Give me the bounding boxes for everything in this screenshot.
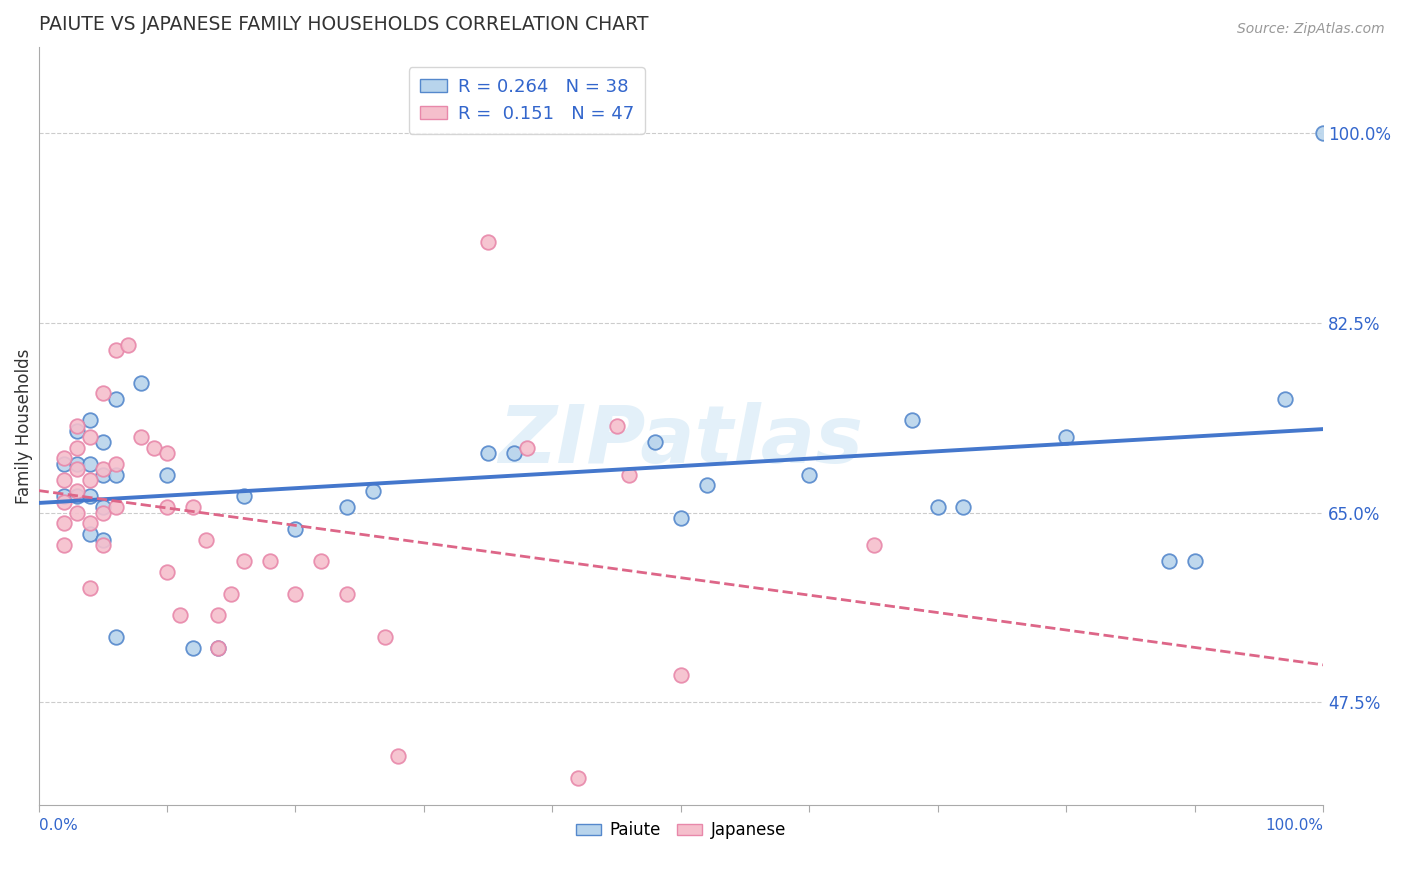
Point xyxy=(156,446,179,460)
Point xyxy=(66,489,89,503)
Point xyxy=(79,413,101,427)
Text: 0.0%: 0.0% xyxy=(38,818,77,833)
Text: 100.0%: 100.0% xyxy=(1265,818,1323,833)
Y-axis label: Family Households: Family Households xyxy=(15,348,32,503)
Point xyxy=(156,565,179,579)
Legend: Paiute, Japanese: Paiute, Japanese xyxy=(569,814,793,846)
Point xyxy=(131,376,153,390)
Point xyxy=(53,489,76,503)
Point xyxy=(336,587,359,601)
Point xyxy=(194,533,217,547)
Point xyxy=(207,640,229,655)
Point xyxy=(66,424,89,438)
Point xyxy=(361,483,384,498)
Point xyxy=(1157,554,1180,568)
Point xyxy=(669,668,692,682)
Point xyxy=(66,506,89,520)
Point xyxy=(156,467,179,482)
Point xyxy=(66,483,89,498)
Text: ZIPatlas: ZIPatlas xyxy=(498,402,863,480)
Point xyxy=(104,630,127,644)
Point xyxy=(143,441,166,455)
Point xyxy=(91,386,114,401)
Point xyxy=(53,457,76,471)
Point xyxy=(131,430,153,444)
Point xyxy=(901,413,924,427)
Point xyxy=(233,489,256,503)
Point xyxy=(91,500,114,514)
Point xyxy=(259,554,281,568)
Point xyxy=(799,467,821,482)
Point xyxy=(207,608,229,623)
Point xyxy=(477,446,499,460)
Point xyxy=(952,500,974,514)
Point xyxy=(156,500,179,514)
Point xyxy=(477,235,499,249)
Point xyxy=(53,451,76,466)
Point xyxy=(66,457,89,471)
Point xyxy=(1274,392,1296,406)
Point xyxy=(336,500,359,514)
Point xyxy=(104,467,127,482)
Point xyxy=(1312,126,1334,140)
Point xyxy=(309,554,332,568)
Point xyxy=(644,435,666,450)
Point xyxy=(53,494,76,508)
Point xyxy=(91,467,114,482)
Point xyxy=(219,587,242,601)
Point xyxy=(284,587,307,601)
Point xyxy=(79,527,101,541)
Point xyxy=(79,473,101,487)
Point xyxy=(104,343,127,357)
Point xyxy=(91,462,114,476)
Point xyxy=(91,506,114,520)
Point xyxy=(53,538,76,552)
Point xyxy=(79,457,101,471)
Point xyxy=(91,533,114,547)
Point xyxy=(66,462,89,476)
Point xyxy=(181,640,204,655)
Point xyxy=(181,500,204,514)
Point xyxy=(66,418,89,433)
Point xyxy=(567,771,589,785)
Point xyxy=(927,500,949,514)
Point xyxy=(1054,430,1077,444)
Text: PAIUTE VS JAPANESE FAMILY HOUSEHOLDS CORRELATION CHART: PAIUTE VS JAPANESE FAMILY HOUSEHOLDS COR… xyxy=(38,15,648,34)
Point xyxy=(79,430,101,444)
Point xyxy=(233,554,256,568)
Point xyxy=(104,457,127,471)
Point xyxy=(669,511,692,525)
Point xyxy=(79,516,101,531)
Point xyxy=(696,478,718,492)
Point xyxy=(207,640,229,655)
Point xyxy=(53,516,76,531)
Point xyxy=(516,441,538,455)
Point xyxy=(117,337,139,351)
Point xyxy=(79,582,101,596)
Point xyxy=(79,489,101,503)
Point xyxy=(862,538,884,552)
Point xyxy=(284,522,307,536)
Point xyxy=(66,441,89,455)
Point xyxy=(606,418,628,433)
Point xyxy=(374,630,396,644)
Point xyxy=(619,467,641,482)
Point xyxy=(387,749,409,764)
Text: Source: ZipAtlas.com: Source: ZipAtlas.com xyxy=(1237,22,1385,37)
Point xyxy=(53,473,76,487)
Point xyxy=(502,446,524,460)
Point xyxy=(91,435,114,450)
Point xyxy=(169,608,191,623)
Point xyxy=(1184,554,1206,568)
Point xyxy=(91,538,114,552)
Point xyxy=(104,500,127,514)
Point xyxy=(104,392,127,406)
